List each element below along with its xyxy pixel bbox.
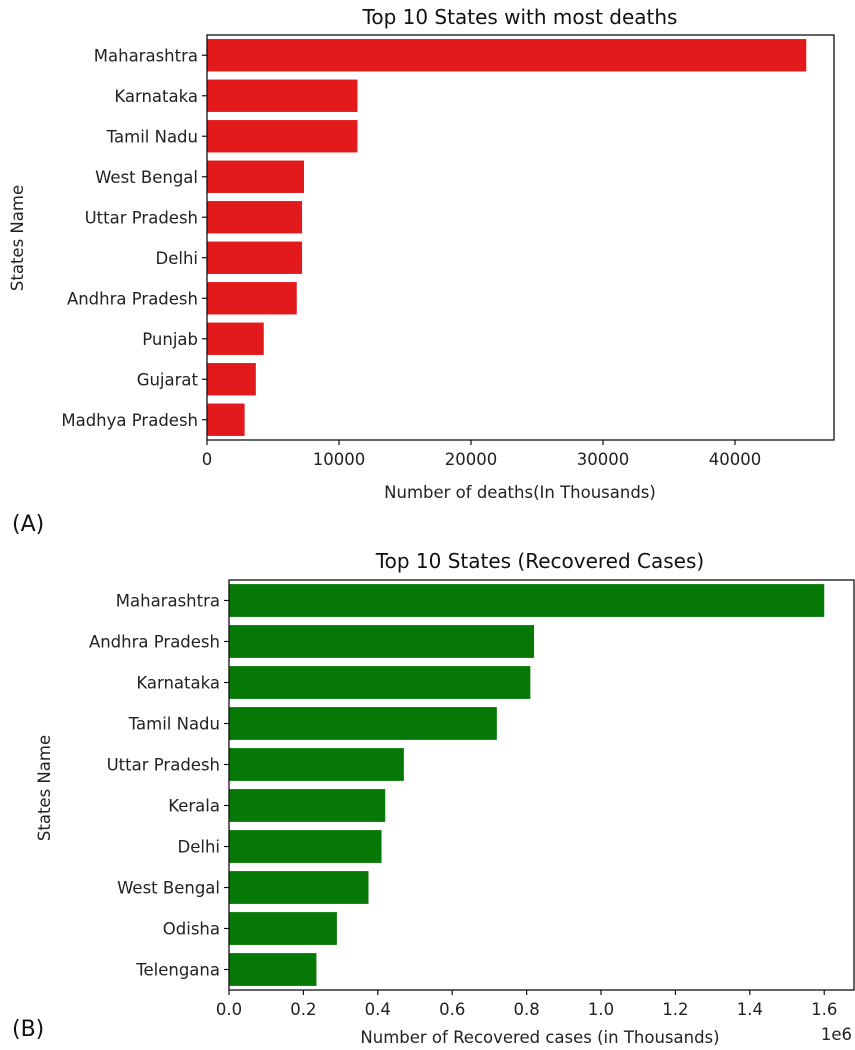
bar [229, 666, 531, 699]
y-tick-labels: Maharashtra Andhra Pradesh Karnataka Tamil … [89, 592, 229, 980]
bar [207, 403, 245, 436]
bar [207, 241, 303, 274]
bars [207, 39, 807, 436]
x-axis-label: Number of deaths(In Thousands) [384, 483, 656, 502]
bar [229, 953, 317, 986]
bar [207, 322, 264, 355]
y-tick-label: Telengana [135, 961, 220, 980]
y-tick-label: Delhi [156, 249, 198, 268]
bar [229, 912, 337, 945]
y-tick-label: Andhra Pradesh [67, 289, 198, 308]
y-tick-label: Punjab [142, 330, 198, 349]
x-offset-label: 1e6 [821, 1025, 852, 1044]
bar [207, 201, 303, 234]
x-tick-label: 1.0 [588, 1000, 614, 1019]
recovered-chart: Top 10 States (Recovered Cases) Maharash… [35, 549, 855, 1047]
y-tick-label: Uttar Pradesh [107, 756, 220, 775]
x-tick-label: 0 [202, 450, 213, 469]
y-tick-label: Delhi [178, 838, 220, 857]
bars [229, 584, 825, 986]
x-tick-label: 1.2 [662, 1000, 688, 1019]
y-tick-label: Andhra Pradesh [89, 633, 220, 652]
y-tick-label: Kerala [168, 797, 220, 816]
y-tick-label: Maharashtra [116, 592, 220, 611]
x-tick-labels: 0.0 0.2 0.4 0.6 0.8 1.0 1.2 1.4 1.6 [216, 990, 837, 1019]
y-tick-label: Tamil Nadu [128, 715, 220, 734]
y-tick-label: Karnataka [136, 674, 220, 693]
x-tick-label: 10000 [313, 450, 366, 469]
y-tick-label: Gujarat [137, 370, 199, 389]
x-tick-label: 0.8 [513, 1000, 539, 1019]
bar [207, 363, 256, 396]
bar [207, 120, 358, 153]
chart-title: Top 10 States (Recovered Cases) [375, 549, 704, 573]
y-tick-label: Maharashtra [94, 46, 198, 65]
y-axis-label: States Name [35, 735, 54, 841]
bar [229, 584, 825, 617]
y-tick-label: Tamil Nadu [106, 127, 198, 146]
y-tick-label: Madhya Pradesh [61, 411, 198, 430]
y-tick-labels: Maharashtra Karnataka Tamil Nadu West Benga… [61, 46, 207, 430]
x-tick-label: 0.2 [290, 1000, 316, 1019]
x-tick-label: 20000 [445, 450, 498, 469]
y-tick-label: West Bengal [117, 879, 220, 898]
bar [229, 871, 369, 904]
x-axis-label: Number of Recovered cases (in Thousands) [360, 1028, 719, 1047]
x-tick-labels: 0 10000 20000 30000 40000 [202, 440, 762, 469]
plot-frame [228, 579, 855, 991]
chart-title: Top 10 States with most deaths [362, 5, 678, 29]
bar [207, 39, 807, 72]
bar [229, 830, 382, 863]
bar [207, 282, 297, 315]
x-tick-label: 1.6 [811, 1000, 837, 1019]
bar [229, 625, 535, 658]
bar [207, 79, 358, 112]
y-axis-label: States Name [8, 185, 27, 291]
bar [229, 707, 497, 740]
bar [207, 160, 305, 193]
bar [229, 789, 386, 822]
y-tick-label: West Bengal [95, 168, 198, 187]
x-tick-label: 40000 [709, 450, 762, 469]
x-tick-label: 30000 [577, 450, 630, 469]
y-tick-label: Odisha [163, 920, 220, 939]
x-tick-label: 0.0 [216, 1000, 242, 1019]
bar [229, 748, 404, 781]
plot-frame [206, 34, 835, 441]
x-tick-label: 1.4 [737, 1000, 763, 1019]
x-tick-label: 0.4 [365, 1000, 391, 1019]
panel-label-b: (B) [12, 1017, 44, 1042]
y-tick-label: Karnataka [114, 87, 198, 106]
deaths-chart: Top 10 States with most deaths Maharasht… [8, 5, 835, 502]
panel-label-a: (A) [12, 512, 44, 537]
y-tick-label: Uttar Pradesh [85, 208, 198, 227]
x-tick-label: 0.6 [439, 1000, 465, 1019]
